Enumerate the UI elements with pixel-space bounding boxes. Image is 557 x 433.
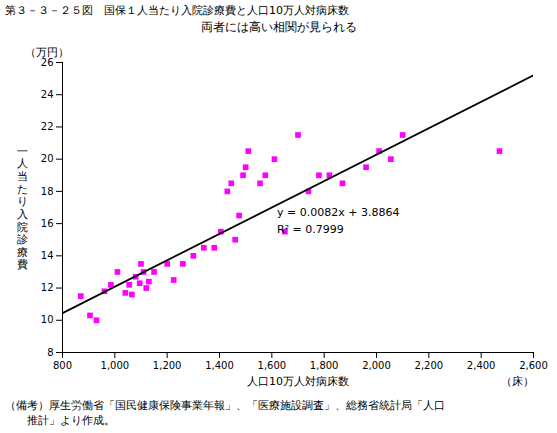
svg-text:（床）: （床）: [501, 375, 534, 387]
svg-text:2,400: 2,400: [467, 360, 496, 371]
svg-text:18: 18: [41, 186, 54, 197]
svg-text:人口10万人対病床数: 人口10万人対病床数: [247, 375, 349, 388]
svg-text:10: 10: [41, 314, 54, 325]
svg-text:1,600: 1,600: [258, 360, 287, 371]
svg-text:（万円）: （万円）: [25, 46, 69, 58]
html-text:両者には高い相関が見られる: 両者には高い相関が見られる: [200, 20, 357, 34]
svg-text:8: 8: [47, 347, 53, 358]
svg-text:y = 0.0082x + 3.8864: y = 0.0082x + 3.8864: [277, 206, 399, 219]
svg-text:22: 22: [41, 121, 54, 132]
svg-text:14: 14: [41, 250, 54, 261]
svg-text:12: 12: [41, 282, 54, 293]
svg-text:2,200: 2,200: [415, 360, 444, 371]
svg-text:16: 16: [41, 218, 54, 229]
svg-text:1,200: 1,200: [153, 360, 182, 371]
html-text:第３－３－２５図 国保１人当たり入院診療費と人口10万人対病: 第３－３－２５図 国保１人当たり入院診療費と人口10万人対病床数: [5, 4, 349, 17]
svg-text:20: 20: [41, 153, 54, 164]
svg-text:800: 800: [53, 360, 72, 371]
svg-text:26: 26: [41, 57, 54, 68]
svg-text:24: 24: [41, 89, 54, 100]
svg-text:1,000: 1,000: [101, 360, 130, 371]
svg-text:2,600: 2,600: [519, 360, 548, 371]
svg-text:1,400: 1,400: [205, 360, 234, 371]
svg-text:2,000: 2,000: [362, 360, 391, 371]
svg-text:R² = 0.7999: R² = 0.7999: [277, 223, 344, 236]
svg-text:一人当たり入院診療費: 一人当たり入院診療費: [17, 145, 28, 272]
html-text:（備考）厚生労働省「国民健康保険事業年報」、「医療施設調査」: （備考）厚生労働省「国民健康保険事業年報」、「医療施設調査」、総務省統計局「人口…: [5, 399, 445, 426]
svg-text:1,800: 1,800: [310, 360, 339, 371]
